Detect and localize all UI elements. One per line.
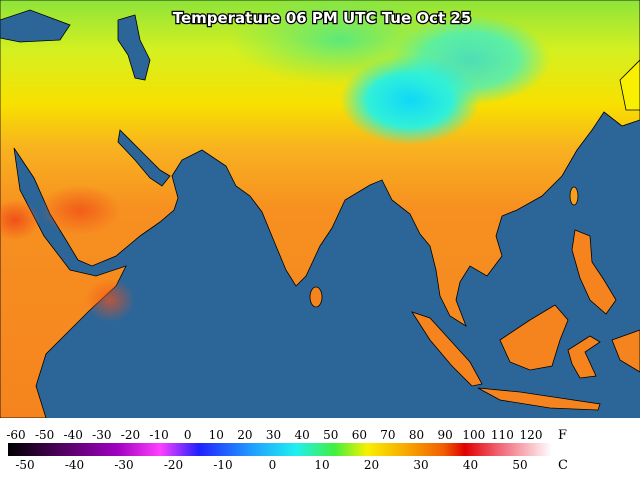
hot-region (40, 185, 120, 235)
japan (619, 59, 640, 111)
hot-region (0, 200, 40, 240)
celsius-label: 0 (269, 458, 277, 472)
fahrenheit-label: 90 (438, 428, 453, 442)
fahrenheit-label: 80 (409, 428, 424, 442)
fahrenheit-label: -60 (6, 428, 25, 442)
fahrenheit-label: 0 (184, 428, 192, 442)
sulawesi (567, 335, 601, 379)
java (477, 387, 601, 411)
fahrenheit-label: -20 (121, 428, 140, 442)
color-bar (8, 443, 552, 456)
taiwan (569, 186, 579, 206)
fahrenheit-label: -10 (149, 428, 168, 442)
fahrenheit-label: -50 (35, 428, 54, 442)
fahrenheit-label: 40 (294, 428, 309, 442)
black-sea (0, 9, 71, 43)
celsius-label: 10 (314, 458, 329, 472)
celsius-label: -20 (164, 458, 183, 472)
map: Temperature 06 PM UTC Tue Oct 25 (0, 0, 640, 418)
hot-region (85, 278, 135, 322)
philippines (571, 229, 617, 315)
fahrenheit-label: 110 (491, 428, 514, 442)
fahrenheit-label: 10 (209, 428, 224, 442)
persian-gulf (117, 129, 171, 187)
legend-unit: C (558, 458, 568, 473)
fahrenheit-label: 100 (462, 428, 485, 442)
celsius-label: 20 (364, 458, 379, 472)
celsius-label: -40 (65, 458, 84, 472)
sumatra (411, 311, 483, 387)
fahrenheit-label: -40 (64, 428, 83, 442)
celsius-label: 30 (413, 458, 428, 472)
caspian-sea (117, 14, 151, 81)
fahrenheit-label: 50 (323, 428, 338, 442)
fahrenheit-label: -30 (92, 428, 111, 442)
sri-lanka (309, 286, 323, 308)
color-legend: F C -60 -50 -40 -30 -20 -10 0 10 20 30 40 50 60 70 80 9… (6, 428, 568, 473)
celsius-label: 40 (463, 458, 478, 472)
fahrenheit-label: 120 (520, 428, 543, 442)
fahrenheit-label: 30 (266, 428, 281, 442)
cool-region (230, 0, 450, 85)
celsius-label: -30 (114, 458, 133, 472)
new-guinea (611, 329, 640, 373)
borneo (499, 304, 569, 371)
legend-unit: F (558, 428, 567, 443)
celsius-label: 50 (512, 458, 527, 472)
fahrenheit-label: 20 (237, 428, 252, 442)
fahrenheit-label: 70 (380, 428, 395, 442)
celsius-label: -10 (213, 458, 232, 472)
map-title: Temperature 06 PM UTC Tue Oct 25 (173, 9, 472, 27)
celsius-label: -50 (15, 458, 34, 472)
fahrenheit-label: 60 (352, 428, 367, 442)
